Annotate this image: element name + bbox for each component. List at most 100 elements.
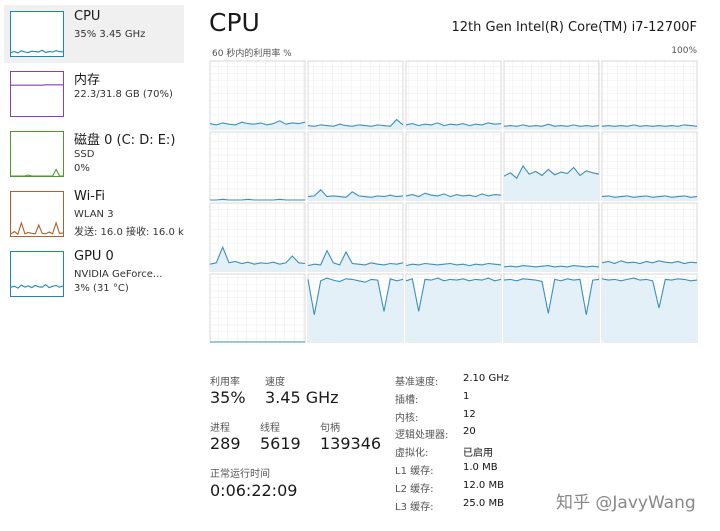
spec-value: 25.0 MB <box>463 497 504 509</box>
core-cell <box>307 131 404 201</box>
spec-label: 逻辑处理器: <box>395 430 449 442</box>
line <box>307 249 404 267</box>
uptime-label: 正常运行时间 <box>210 469 270 480</box>
line <box>601 277 698 309</box>
area <box>406 263 501 271</box>
area <box>504 265 599 271</box>
util-value: 35% <box>210 388 246 407</box>
sidebar-detail: 3% (31 °C) <box>74 283 129 294</box>
core-cell <box>601 60 698 130</box>
area <box>504 166 599 200</box>
sidebar-item[interactable]: 内存 22.3/31.8 GB (70%) <box>4 65 184 123</box>
sidebar-name: GPU 0 <box>74 249 114 264</box>
core-cell <box>405 202 502 272</box>
line <box>10 49 64 54</box>
line <box>405 262 502 267</box>
core-cell <box>503 202 600 272</box>
core-cell <box>405 131 502 201</box>
thumbnail <box>10 251 64 297</box>
spec-label: 内核: <box>395 412 419 424</box>
sidebar-name: Wi-Fi <box>74 189 106 204</box>
line <box>503 278 600 315</box>
core-cell <box>307 60 404 130</box>
graph-max-label: 100% <box>671 46 697 56</box>
sidebar-name: 磁盘 0 (C: D: E:) <box>74 133 176 148</box>
spec-label: L1 缓存: <box>395 466 434 477</box>
thumbnail <box>10 71 64 117</box>
area <box>504 278 599 342</box>
spec-label: 插槽: <box>395 394 419 406</box>
sidebar-name: CPU <box>74 9 101 24</box>
line <box>503 265 600 268</box>
speed-value: 3.45 GHz <box>265 388 339 407</box>
line <box>10 220 64 236</box>
util-label: 利用率 <box>210 377 240 388</box>
spec-value: 1.0 MB <box>463 462 498 473</box>
handles-value: 139346 <box>320 434 382 453</box>
processes-value: 289 <box>210 434 241 453</box>
core-cell <box>209 60 306 130</box>
line <box>601 195 698 198</box>
sidebar-item[interactable]: 磁盘 0 (C: D: E:) SSD 0% <box>4 125 184 183</box>
page-title: CPU <box>209 8 260 37</box>
core-cell <box>601 202 698 272</box>
area <box>210 120 305 129</box>
spec-label: L2 缓存: <box>395 483 434 495</box>
threads-value: 5619 <box>260 434 301 453</box>
threads-label: 线程 <box>260 423 280 434</box>
line <box>405 192 502 198</box>
thumbnail-frame <box>10 251 64 297</box>
line <box>405 277 502 312</box>
core-cell <box>209 273 306 343</box>
area <box>210 247 305 271</box>
thumbnail <box>10 131 64 177</box>
spec-value: 1 <box>463 390 470 402</box>
sidebar-detail: NVIDIA GeForce... <box>74 269 163 280</box>
line <box>307 277 404 315</box>
uptime-value: 0:06:22:09 <box>210 481 298 500</box>
spec-value: 12.0 MB <box>463 479 504 491</box>
thumbnail-frame <box>10 11 64 57</box>
watermark: 知乎 @JavyWang <box>556 493 696 513</box>
area <box>602 195 697 200</box>
sidebar-name: 内存 <box>74 73 101 88</box>
sidebar-detail: 35% 3.45 GHz <box>74 29 146 40</box>
line <box>307 189 404 198</box>
spec-value: 12 <box>463 408 476 420</box>
sidebar-item[interactable]: GPU 0 NVIDIA GeForce... 3% (31 °C) <box>4 245 184 303</box>
area <box>308 189 403 200</box>
thumbnail <box>10 191 64 237</box>
line <box>210 198 305 201</box>
line <box>307 118 404 127</box>
line <box>405 122 502 127</box>
thumbnail-frame <box>10 71 64 117</box>
spec-label: 虚拟化: <box>395 448 429 460</box>
core-graphs <box>209 60 698 343</box>
core-cell <box>503 60 600 130</box>
spec-label: 基准速度: <box>395 377 439 388</box>
speed-label: 速度 <box>265 377 285 388</box>
sidebar-item[interactable]: Wi-Fi WLAN 3 发送: 16.0 接收: 16.0 k <box>4 185 184 243</box>
core-cell <box>601 131 698 201</box>
sidebar-detail: 0% <box>74 163 90 174</box>
sidebar-detail: WLAN 3 <box>74 209 114 220</box>
core-cell <box>209 131 306 201</box>
processes-label: 进程 <box>210 423 230 434</box>
sidebar-item[interactable]: CPU 35% 3.45 GHz <box>4 5 184 63</box>
spec-value: 2.10 GHz <box>463 373 509 384</box>
line <box>503 164 600 180</box>
area <box>602 278 697 342</box>
spec-value: 20 <box>463 426 476 438</box>
line <box>209 245 306 265</box>
line <box>10 283 64 289</box>
thumbnail <box>10 11 64 57</box>
sidebar-detail: SSD <box>74 149 95 160</box>
sidebar-detail: 发送: 16.0 接收: 16.0 k <box>74 227 184 238</box>
spec-label: L3 缓存: <box>395 501 434 513</box>
area <box>406 278 501 342</box>
area <box>308 278 403 342</box>
core-cell <box>405 60 502 130</box>
sidebar-detail: 22.3/31.8 GB (70%) <box>74 89 173 100</box>
handles-label: 句柄 <box>320 423 340 434</box>
